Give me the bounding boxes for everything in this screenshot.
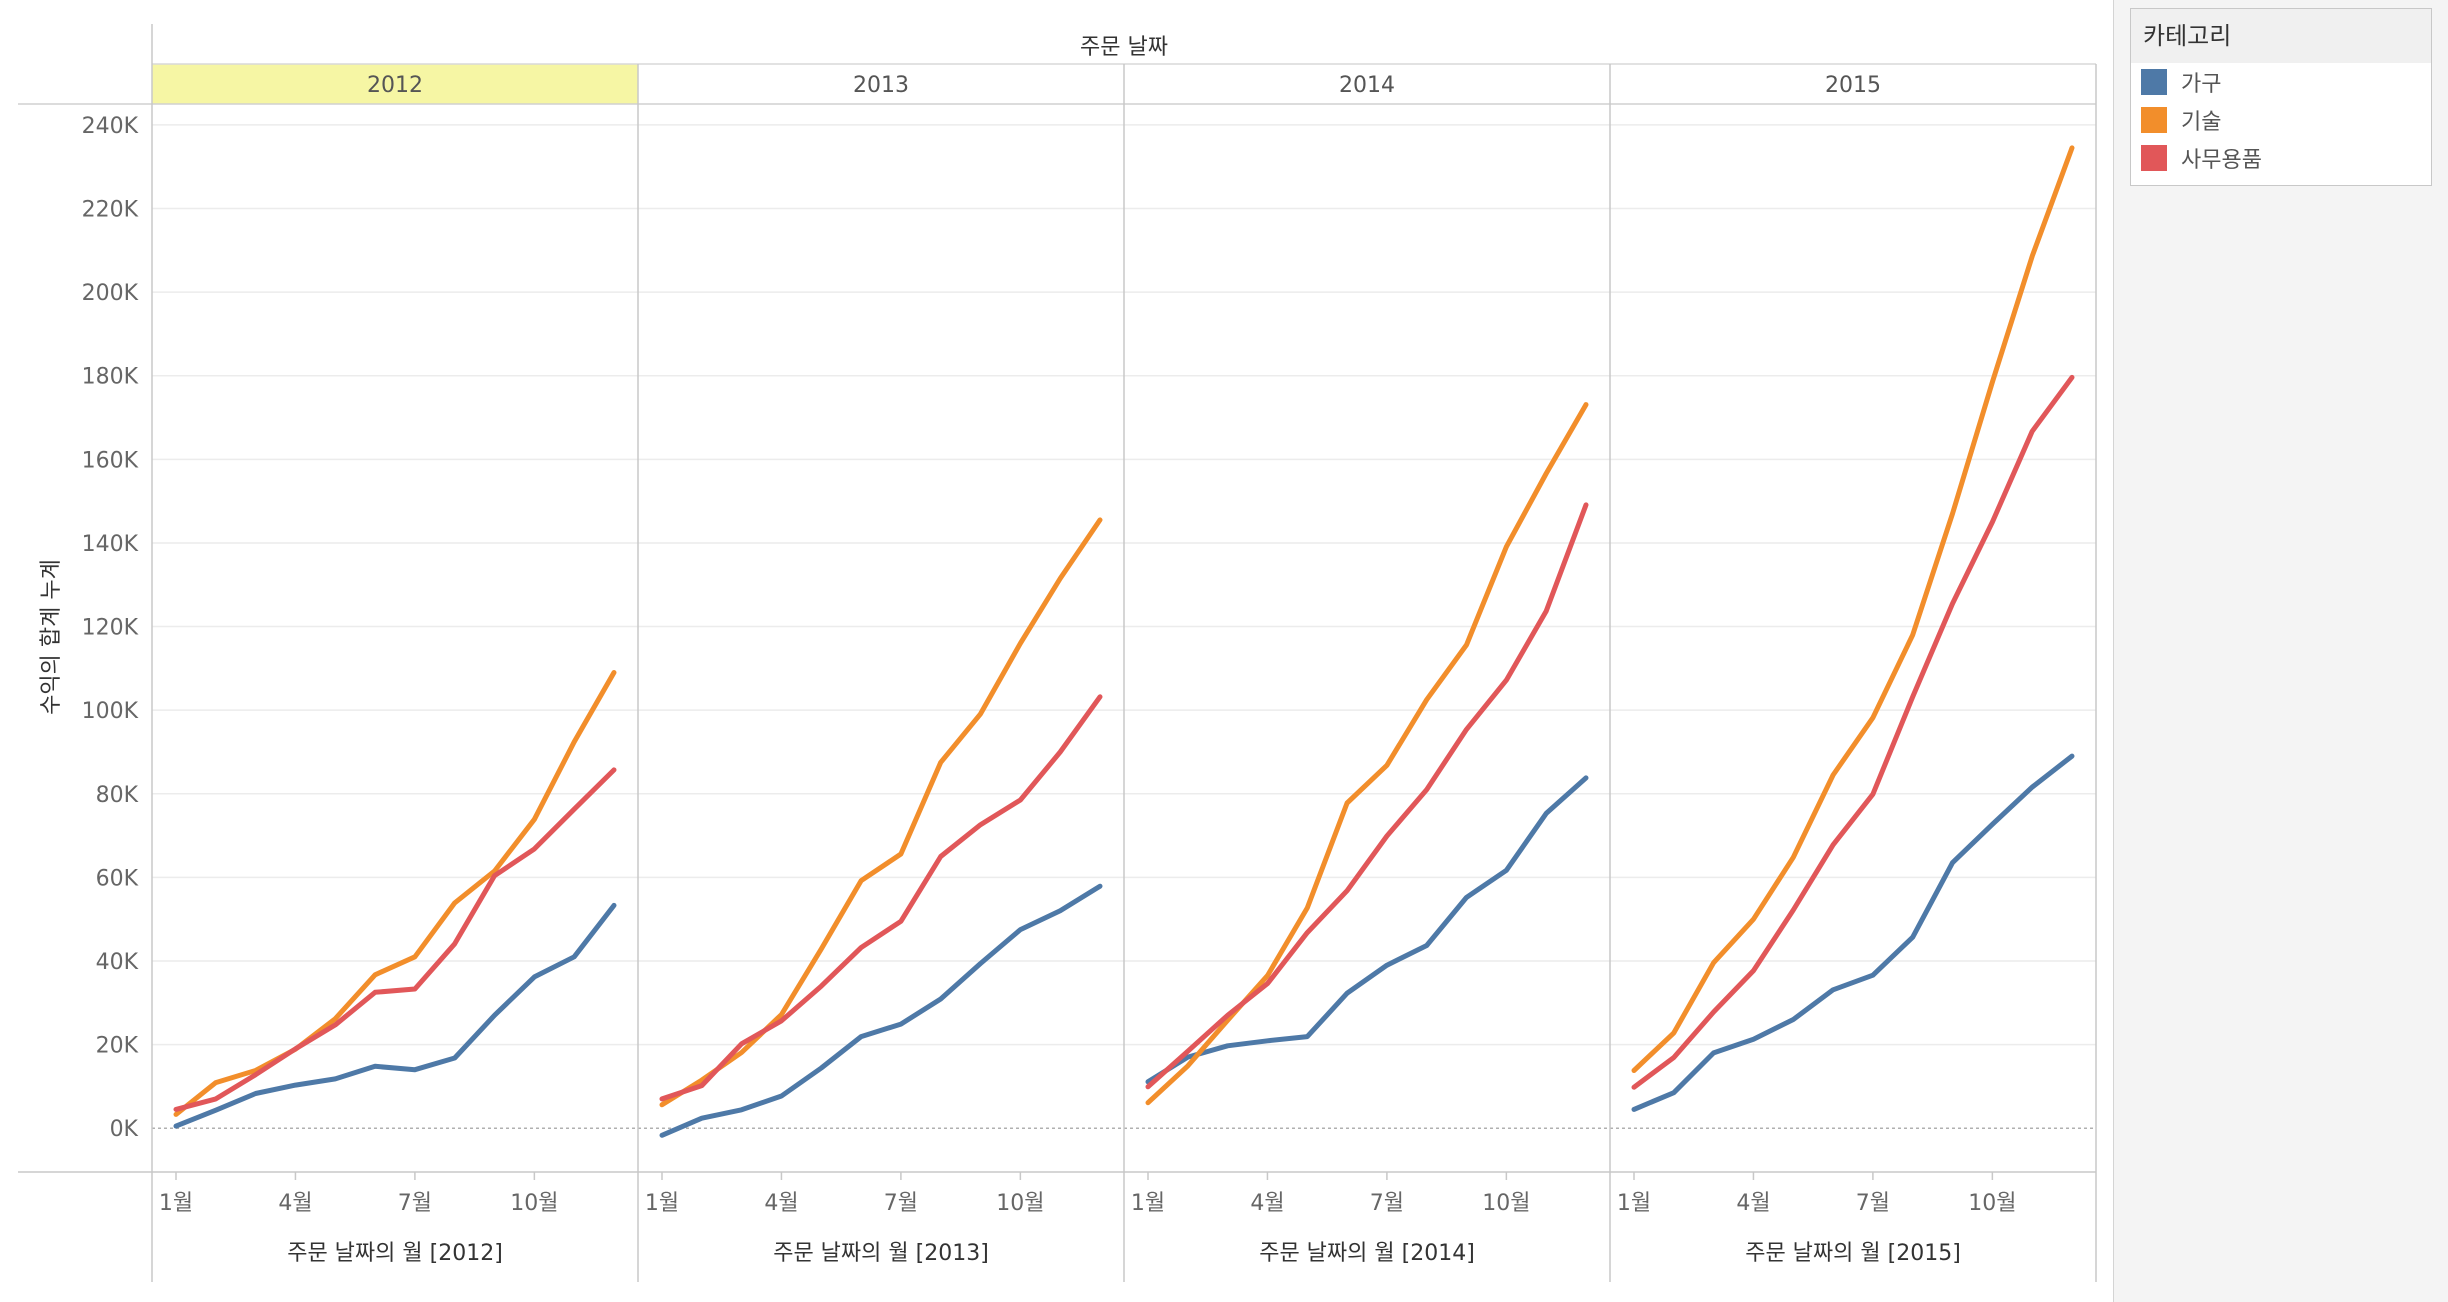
- visualization-area: 주문 날짜 0K 20K 40K 60K 80K 100K 120K 140K 160K 180K 2…: [0, 0, 2114, 1302]
- x-tick-label: 4월: [278, 1191, 312, 1216]
- line-chart: 주문 날짜 0K 20K 40K 60K 80K 100K 120K 140K 160K 180K 2…: [18, 24, 2097, 1282]
- legend-item-label: 사무용품: [2181, 148, 2262, 173]
- x-tick-label: 1월: [645, 1191, 679, 1216]
- panel-header-2012: 2012: [367, 73, 423, 98]
- legend-item-label: 가구: [2181, 72, 2222, 97]
- x-tick-label: 1월: [159, 1191, 193, 1216]
- x-tick-label: 7월: [884, 1191, 918, 1216]
- x-tick-label: 10월: [996, 1191, 1044, 1216]
- legend-item-technology[interactable]: 기술: [2131, 101, 2431, 139]
- panel-header-highlight: [152, 64, 638, 104]
- panel-header-2014: 2014: [1339, 73, 1395, 98]
- series-line-2012-가구: [173, 902, 617, 1129]
- x-tick-label: 10월: [510, 1191, 558, 1216]
- panel-header-2015: 2015: [1825, 73, 1881, 98]
- y-tick-label: 20K: [96, 1034, 139, 1059]
- series-line-2015-사무용품: [1631, 374, 2075, 1090]
- y-axis-label: 수익의 합계 누계: [39, 559, 64, 715]
- x-tick-label: 1월: [1617, 1191, 1651, 1216]
- x-tick-label: 1월: [1131, 1191, 1165, 1216]
- legend-item-label: 기술: [2181, 110, 2222, 135]
- panel-header-2013: 2013: [853, 73, 909, 98]
- series-line-2014-가구: [1145, 775, 1589, 1085]
- series-line-2012-사무용품: [173, 767, 617, 1112]
- y-tick-label: 140K: [82, 532, 139, 557]
- y-tick-label: 60K: [96, 866, 139, 891]
- x-tick-label: 4월: [764, 1191, 798, 1216]
- series-line-2014-사무용품: [1145, 502, 1589, 1090]
- y-tick-label: 40K: [96, 950, 139, 975]
- x-tick-label: 7월: [398, 1191, 432, 1216]
- legend-panel: 카테고리 가구 기술 사무용품: [2130, 8, 2432, 186]
- x-tick-label: 10월: [1968, 1191, 2016, 1216]
- series-line-2012-기술: [173, 670, 617, 1117]
- y-tick-label: 120K: [82, 616, 139, 641]
- series-line-2013-기술: [659, 517, 1103, 1108]
- series-line-2013-사무용품: [659, 694, 1103, 1102]
- series-line-2014-기술: [1145, 402, 1589, 1106]
- y-tick-label: 220K: [82, 198, 139, 223]
- y-tick-label: 80K: [96, 783, 139, 808]
- y-tick-label: 180K: [82, 365, 139, 390]
- y-tick-label: 160K: [82, 448, 139, 473]
- x-axis-label-2015: 주문 날짜의 월 [2015]: [1745, 1241, 1961, 1266]
- x-tick-label: 7월: [1856, 1191, 1890, 1216]
- x-axis-label-2014: 주문 날짜의 월 [2014]: [1259, 1241, 1475, 1266]
- column-header-title: 주문 날짜: [1080, 35, 1168, 60]
- x-tick-label: 4월: [1736, 1191, 1770, 1216]
- y-tick-label: 200K: [82, 281, 139, 306]
- x-tick-label: 7월: [1370, 1191, 1404, 1216]
- x-axis-label-2013: 주문 날짜의 월 [2013]: [773, 1241, 989, 1266]
- legend-title: 카테고리: [2131, 9, 2431, 63]
- series-line-2015-가구: [1631, 753, 2075, 1112]
- y-tick-label: 0K: [110, 1117, 139, 1142]
- legend-swatch: [2141, 107, 2167, 133]
- legend-item-furniture[interactable]: 가구: [2131, 63, 2431, 101]
- series-line-2015-기술: [1631, 145, 2075, 1073]
- series-line-2013-가구: [659, 883, 1103, 1138]
- y-tick-label: 240K: [82, 114, 139, 139]
- x-tick-label: 4월: [1250, 1191, 1284, 1216]
- y-tick-label: 100K: [82, 699, 139, 724]
- x-axis-label-2012: 주문 날짜의 월 [2012]: [287, 1241, 503, 1266]
- x-tick-label: 10월: [1482, 1191, 1530, 1216]
- legend-swatch: [2141, 145, 2167, 171]
- legend-swatch: [2141, 69, 2167, 95]
- legend-item-office-supplies[interactable]: 사무용품: [2131, 139, 2431, 177]
